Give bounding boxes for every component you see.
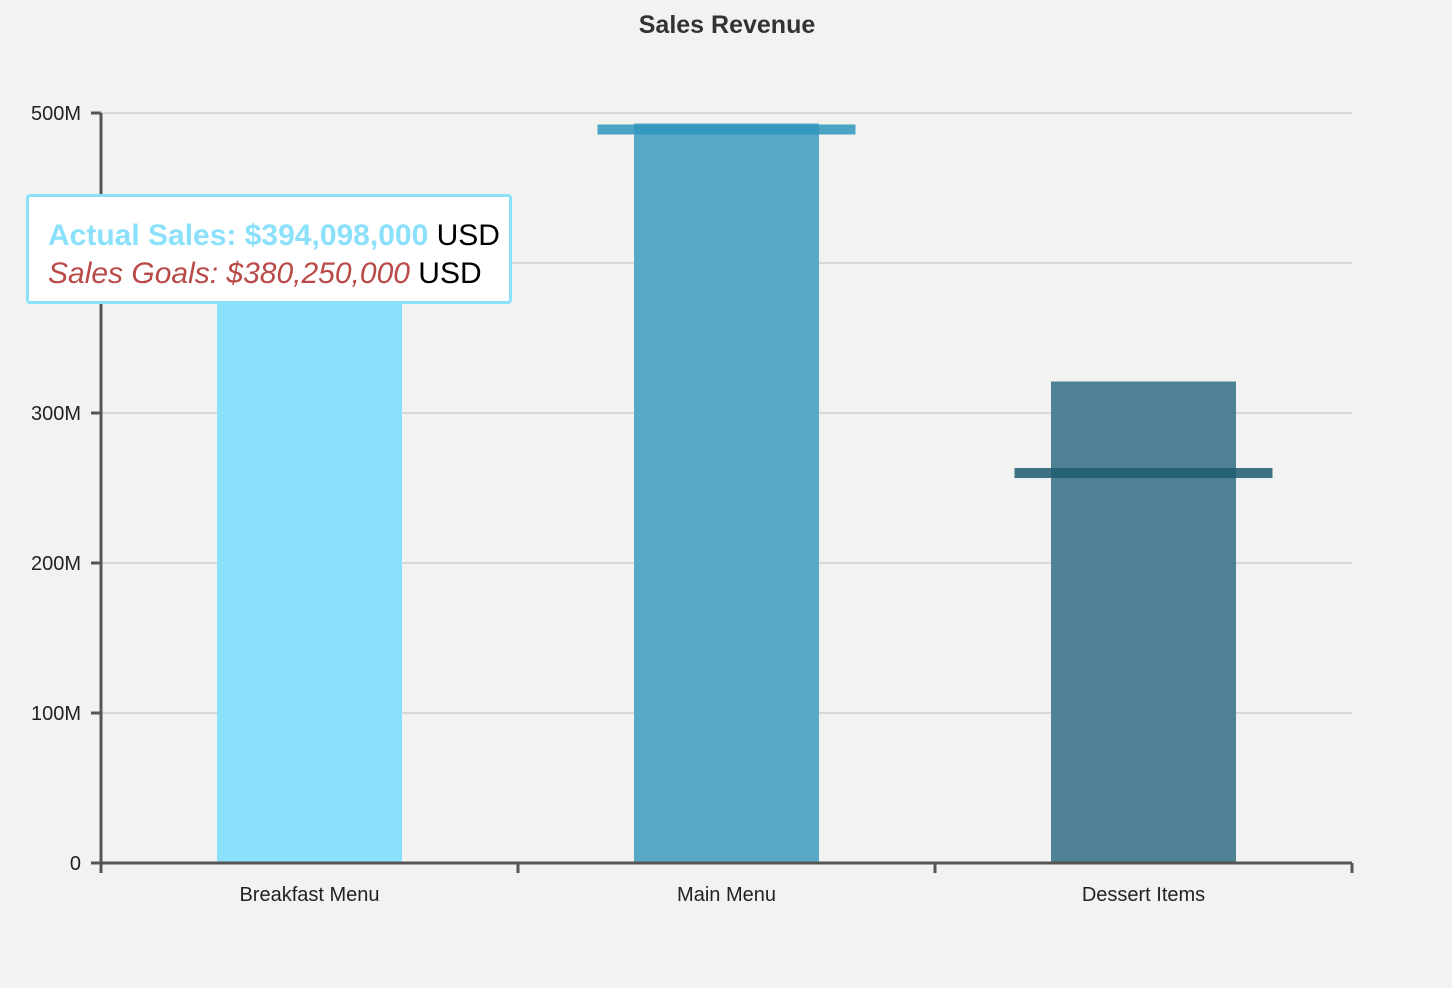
bar-breakfast-menu[interactable] [217,271,402,863]
y-tick-label: 0 [70,853,81,875]
goal-marker-dessert-items[interactable] [1014,468,1273,478]
chart-title: Sales Revenue [639,11,816,39]
x-tick-label: Main Menu [677,884,776,906]
tooltip-actual-unit: USD [436,219,500,252]
tooltip-goal-unit: USD [418,257,482,290]
goal-marker-main-menu[interactable] [597,124,856,135]
y-tick-label: 300M [31,403,81,425]
bar-main-menu[interactable] [634,123,819,864]
x-tick-label: Breakfast Menu [239,884,379,906]
x-axis-ticks: Breakfast Menu Main Menu Dessert Items [99,863,1354,906]
bars [217,123,1236,864]
tooltip-goal-row: Sales Goals: $380,250,000 USD [48,255,509,293]
tooltip-goal-label: Sales Goals: $380,250,000 [48,257,410,290]
bar-dessert-items[interactable] [1051,381,1236,864]
x-tick-label: Dessert Items [1082,884,1205,906]
tooltip-actual-label: Actual Sales: $394,098,000 [48,219,429,252]
y-tick-label: 200M [31,553,81,575]
data-tooltip: Actual Sales: $394,098,000 USD Sales Goa… [26,194,512,304]
y-tick-label: 500M [31,103,81,125]
y-tick-label: 100M [31,703,81,725]
tooltip-actual-row: Actual Sales: $394,098,000 USD [48,217,509,255]
